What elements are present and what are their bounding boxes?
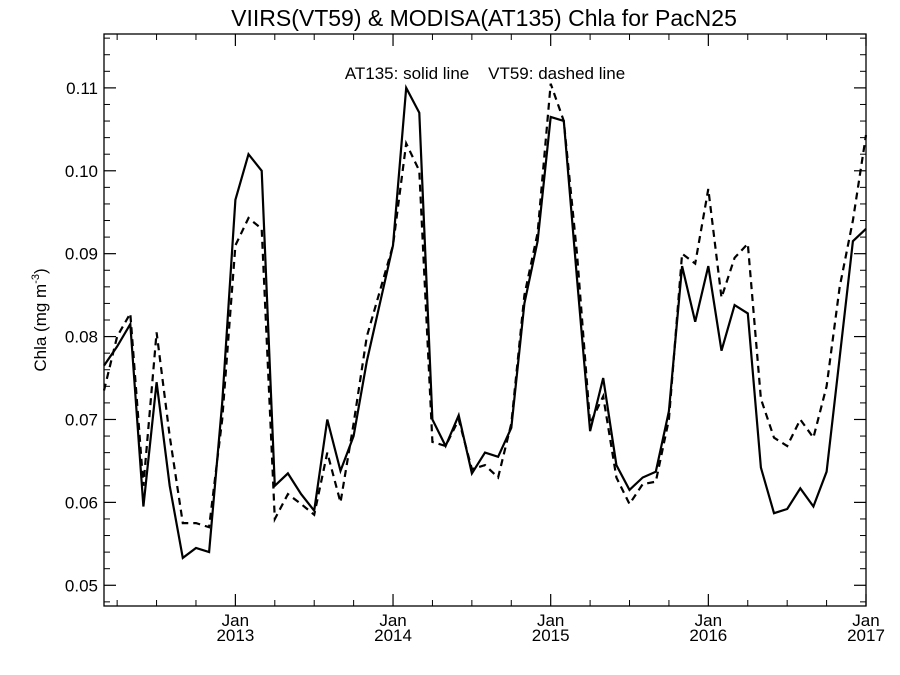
y-axis-label-text: Chla (mg m (31, 284, 50, 372)
y-tick-label: 0.09 (65, 245, 98, 264)
y-tick-label: 0.05 (65, 576, 98, 595)
y-axis: 0.05 0.06 0.07 0.08 0.09 0.10 0.11 (65, 37, 866, 603)
y-axis-label-close: ) (31, 268, 50, 274)
x-tick-label-year: 2014 (374, 626, 412, 645)
x-tick-label-year: 2015 (532, 626, 570, 645)
x-tick-label-month: Jan (695, 611, 722, 630)
x-tick-label-month: Jan (852, 611, 879, 630)
series-line-at135 (103, 84, 867, 560)
y-tick-label: 0.08 (65, 328, 98, 347)
y-tick-label: 0.06 (65, 493, 98, 512)
series-line-vt59 (102, 83, 868, 529)
line-style-annotation: AT135: solid line VT59: dashed line (345, 64, 625, 83)
x-tick-label-month: Jan (537, 611, 564, 630)
plot-frame (103, 33, 867, 607)
y-axis-label-superscript: -3 (30, 274, 42, 284)
y-tick-label: 0.07 (65, 410, 98, 429)
x-tick-label-year: 2016 (689, 626, 727, 645)
chart-title: VIIRS(VT59) & MODISA(AT135) Chla for Pac… (231, 5, 737, 31)
x-tick-label-year: 2013 (216, 626, 254, 645)
x-tick-label-month: Jan (379, 611, 406, 630)
x-tick-label-year: 2017 (847, 626, 885, 645)
y-tick-label: 0.10 (65, 162, 98, 181)
y-tick-label: 0.11 (66, 79, 98, 98)
y-axis-label: Chla (mg m-3) (30, 268, 50, 371)
x-tick-label-month: Jan (222, 611, 249, 630)
series-layer (102, 83, 868, 560)
